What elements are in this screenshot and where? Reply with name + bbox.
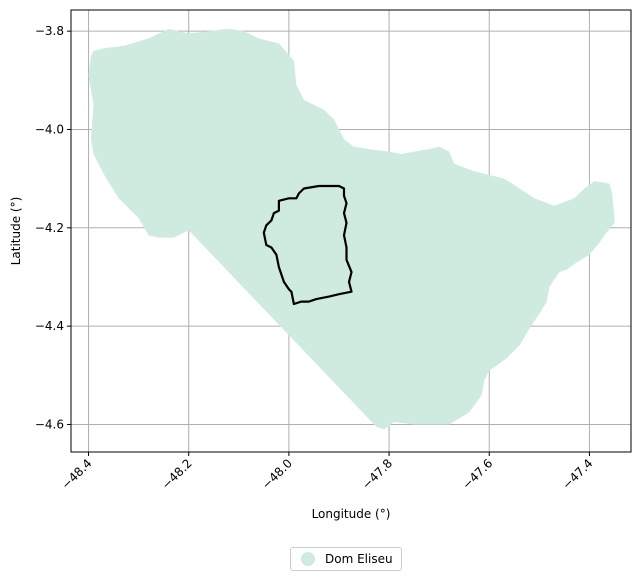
- y-axis-ticks: −3.8 −4.0 −4.2 −4.4 −4.6: [35, 24, 71, 431]
- legend-marker: [301, 552, 315, 566]
- x-tick-label: −47.6: [459, 456, 495, 492]
- x-axis-label: Longitude (°): [312, 507, 391, 521]
- legend-label: Dom Eliseu: [325, 552, 393, 566]
- y-tick-label: −3.8: [35, 24, 64, 38]
- x-axis-ticks: −48.4 −48.2 −48.0 −47.8 −47.6 −47.4: [59, 452, 596, 492]
- y-axis-label: Latitude (°): [9, 197, 23, 266]
- plot-frame: [70, 9, 632, 453]
- x-tick-label: −48.0: [259, 456, 295, 492]
- y-tick-label: −4.4: [35, 319, 64, 333]
- x-tick-label: −47.4: [560, 456, 596, 492]
- y-tick-label: −4.0: [35, 122, 64, 136]
- x-tick-label: −47.8: [359, 456, 395, 492]
- y-tick-label: −4.2: [35, 221, 64, 235]
- y-tick-label: −4.6: [35, 417, 64, 431]
- region-fill: [88, 28, 615, 430]
- municipality-boundary: [262, 184, 353, 306]
- x-tick-label: −48.2: [159, 456, 195, 492]
- x-tick-label: −48.4: [59, 456, 95, 492]
- legend: Dom Eliseu: [290, 547, 402, 571]
